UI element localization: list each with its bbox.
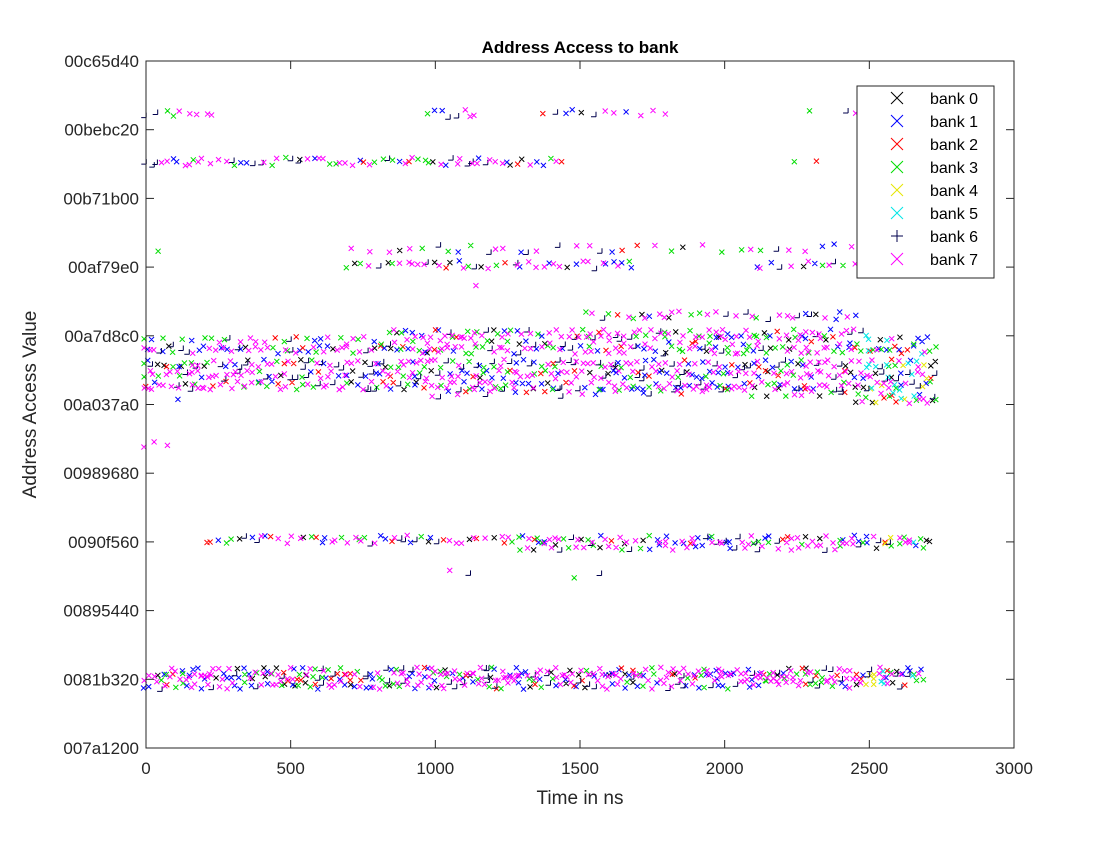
legend-entry: bank 0 [930, 91, 978, 108]
y-tick-label: 00bebc20 [64, 121, 139, 140]
legend: bank 0 bank 1 bank 2 bank 3 bank 4 bank 5 bank… [856, 85, 995, 279]
legend-entry: bank 1 [930, 114, 978, 131]
legend-marker [890, 160, 904, 174]
y-tick-label: 00b71b00 [63, 189, 139, 208]
legend-marker [890, 183, 904, 197]
points-bank-7 [141, 106, 931, 692]
y-tick-label: 00895440 [63, 602, 139, 621]
y-tick-label: 00989680 [63, 464, 139, 483]
y-axis-label: Address Access Value [20, 311, 41, 499]
x-tick-label: 500 [276, 759, 304, 778]
y-tick-label: 00a037a0 [63, 396, 139, 415]
legend-box [856, 85, 995, 279]
legend-marker [890, 206, 904, 220]
y-tick-label: 00a7d8c0 [64, 327, 139, 346]
x-axis-label: Time in ns [537, 788, 624, 809]
x-tick-label: 3000 [995, 759, 1033, 778]
x-axis: 0 500 1000 1500 2000 2500 3000 [141, 61, 1033, 778]
legend-marker [890, 91, 904, 105]
y-axis: 007a1200 0081b320 00895440 0090f560 00989680… [63, 52, 1014, 758]
legend-marker [890, 252, 904, 266]
legend-marker [890, 137, 904, 151]
y-tick-label: 0090f560 [68, 533, 139, 552]
x-tick-label: 2500 [850, 759, 888, 778]
y-tick-label: 00af79e0 [68, 258, 139, 277]
legend-entry: bank 4 [930, 183, 978, 200]
legend-entry: bank 6 [930, 229, 978, 246]
points-bank-3 [141, 107, 939, 692]
legend-marker [891, 230, 903, 242]
y-tick-label: 00c65d40 [64, 52, 139, 71]
y-tick-label: 007a1200 [63, 739, 139, 758]
legend-marker [890, 114, 904, 128]
legend-entry: bank 3 [930, 160, 978, 177]
chart-title: Address Access to bank [482, 38, 679, 57]
legend-entry: bank 7 [930, 252, 978, 269]
x-tick-label: 1000 [416, 759, 454, 778]
legend-entry: bank 2 [930, 137, 978, 154]
legend-entry: bank 5 [930, 206, 978, 223]
x-tick-label: 2000 [706, 759, 744, 778]
x-tick-label: 0 [141, 759, 150, 778]
data-points [140, 106, 939, 693]
y-tick-label: 0081b320 [63, 670, 139, 689]
x-tick-label: 1500 [561, 759, 599, 778]
